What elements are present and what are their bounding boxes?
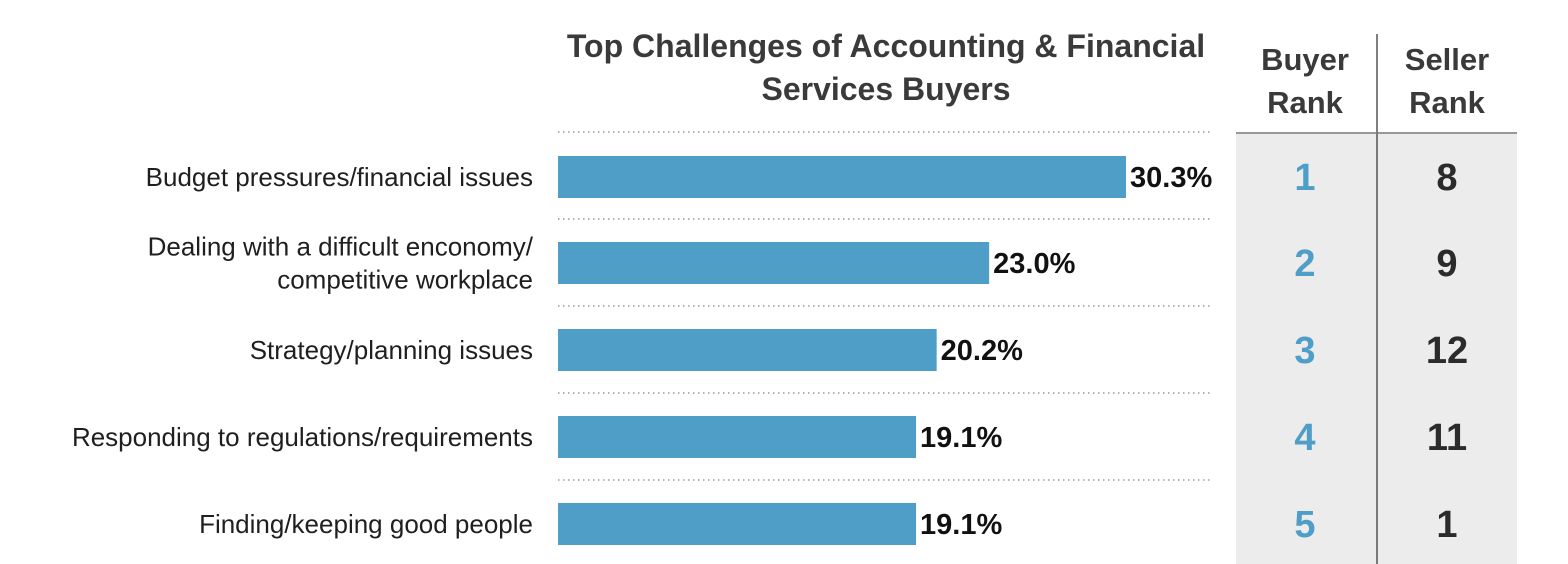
bar-value-label: 19.1% [920,422,1002,454]
buyer-rank-value: 4 [1294,417,1315,459]
bar [558,329,937,371]
bar-value-label: 30.3% [1130,162,1212,194]
rank-table-headers: Buyer Rank Seller Rank [1261,42,1489,120]
seller-rank-value: 1 [1436,504,1457,546]
rank-table-background [1236,34,1517,564]
bar-value-label: 19.1% [920,509,1002,541]
bar [558,156,1126,198]
buyer-rank-value: 2 [1294,243,1315,285]
buyer-rank-header: Buyer [1261,42,1349,77]
buyer-rank-value: 3 [1294,330,1315,372]
category-label: Responding to regulations/requirements [72,422,533,452]
chart-title: Top Challenges of Accounting & Financial… [567,28,1205,107]
value-labels: 30.3% 23.0% 20.2% 19.1% 19.1% [920,162,1212,541]
bar-value-label: 23.0% [993,248,1075,280]
chart-title-line: Top Challenges of Accounting & Financial [567,28,1205,64]
seller-rank-value: 8 [1436,157,1457,199]
category-label: Finding/keeping good people [199,509,533,539]
bar [558,416,917,458]
buyer-rank-header: Rank [1267,85,1344,120]
category-label: competitive workplace [277,265,533,295]
bars [558,156,1126,545]
category-label: Budget pressures/financial issues [146,162,533,192]
seller-rank-header: Rank [1409,85,1486,120]
seller-rank-value: 11 [1427,417,1467,459]
bar [558,503,917,545]
seller-rank-value: 12 [1426,330,1468,372]
buyer-rank-value: 5 [1294,504,1315,546]
chart-title-line: Services Buyers [761,71,1010,107]
category-label: Dealing with a difficult enconomy/ [148,232,534,262]
bar [558,242,990,284]
category-labels: Budget pressures/financial issues Dealing… [72,162,534,539]
seller-rank-header: Seller [1405,42,1489,77]
bar-value-label: 20.2% [941,335,1023,367]
category-label: Strategy/planning issues [250,335,533,365]
buyer-rank-value: 1 [1294,157,1315,199]
row-separators [558,131,1212,481]
seller-rank-value: 9 [1436,243,1457,285]
